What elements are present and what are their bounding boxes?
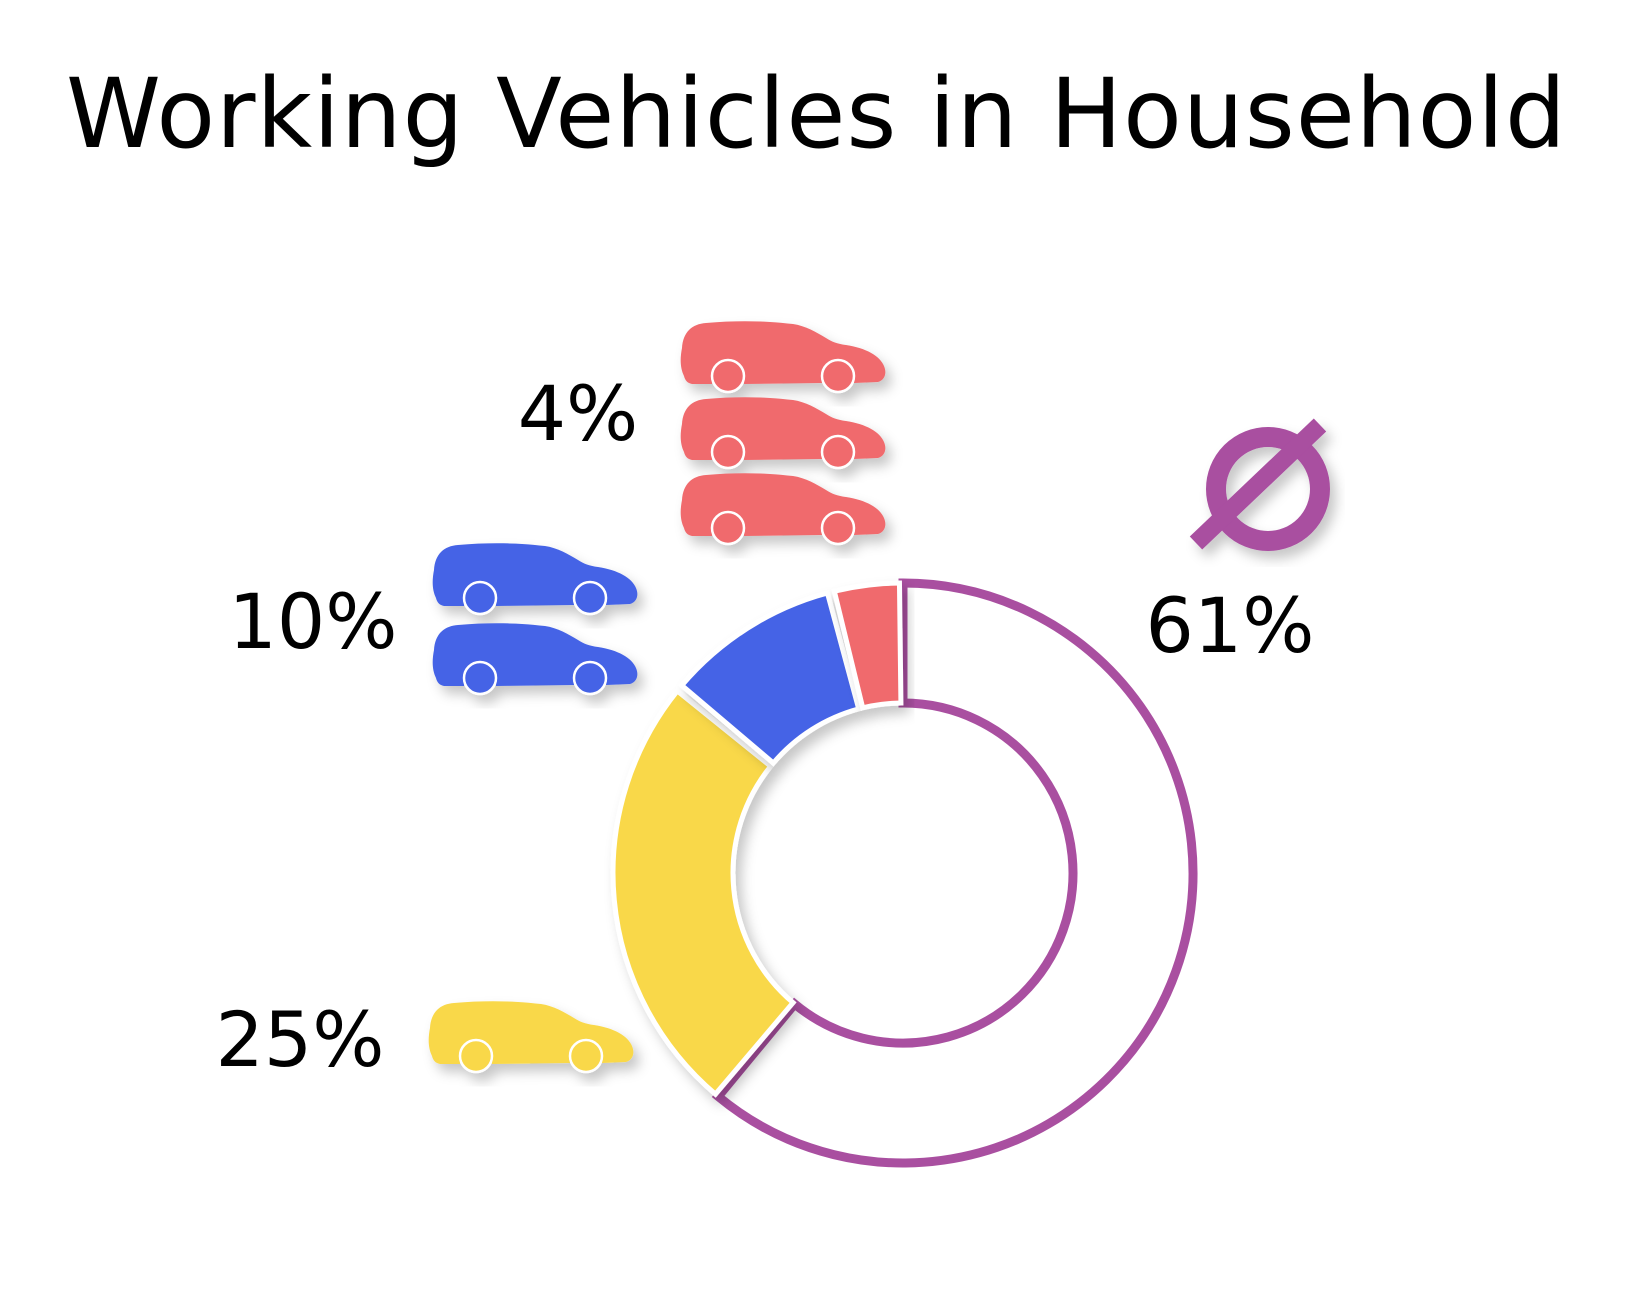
car-icon xyxy=(680,473,886,546)
labels-layer: 61% 25% 10% 4% xyxy=(216,369,1315,1084)
pct-label-2: 10% xyxy=(229,577,398,666)
car-icon xyxy=(680,321,886,394)
icons-layer xyxy=(428,321,1330,1074)
car-icon xyxy=(428,1001,634,1074)
pct-label-3+: 4% xyxy=(518,369,639,458)
chart-title: Working Vehicles in Household xyxy=(66,58,1567,170)
car-icon xyxy=(680,397,886,470)
slice-2 xyxy=(678,589,862,767)
no-vehicle-icon xyxy=(1189,418,1330,551)
car-icon xyxy=(432,543,638,616)
slice-3+ xyxy=(831,580,904,711)
car-icon xyxy=(432,623,638,696)
slices-layer xyxy=(610,578,1198,1168)
pct-label-0: 61% xyxy=(1146,581,1315,670)
slice-0 xyxy=(711,578,1198,1168)
slice-1 xyxy=(610,687,797,1098)
pct-label-1: 25% xyxy=(216,995,385,1084)
